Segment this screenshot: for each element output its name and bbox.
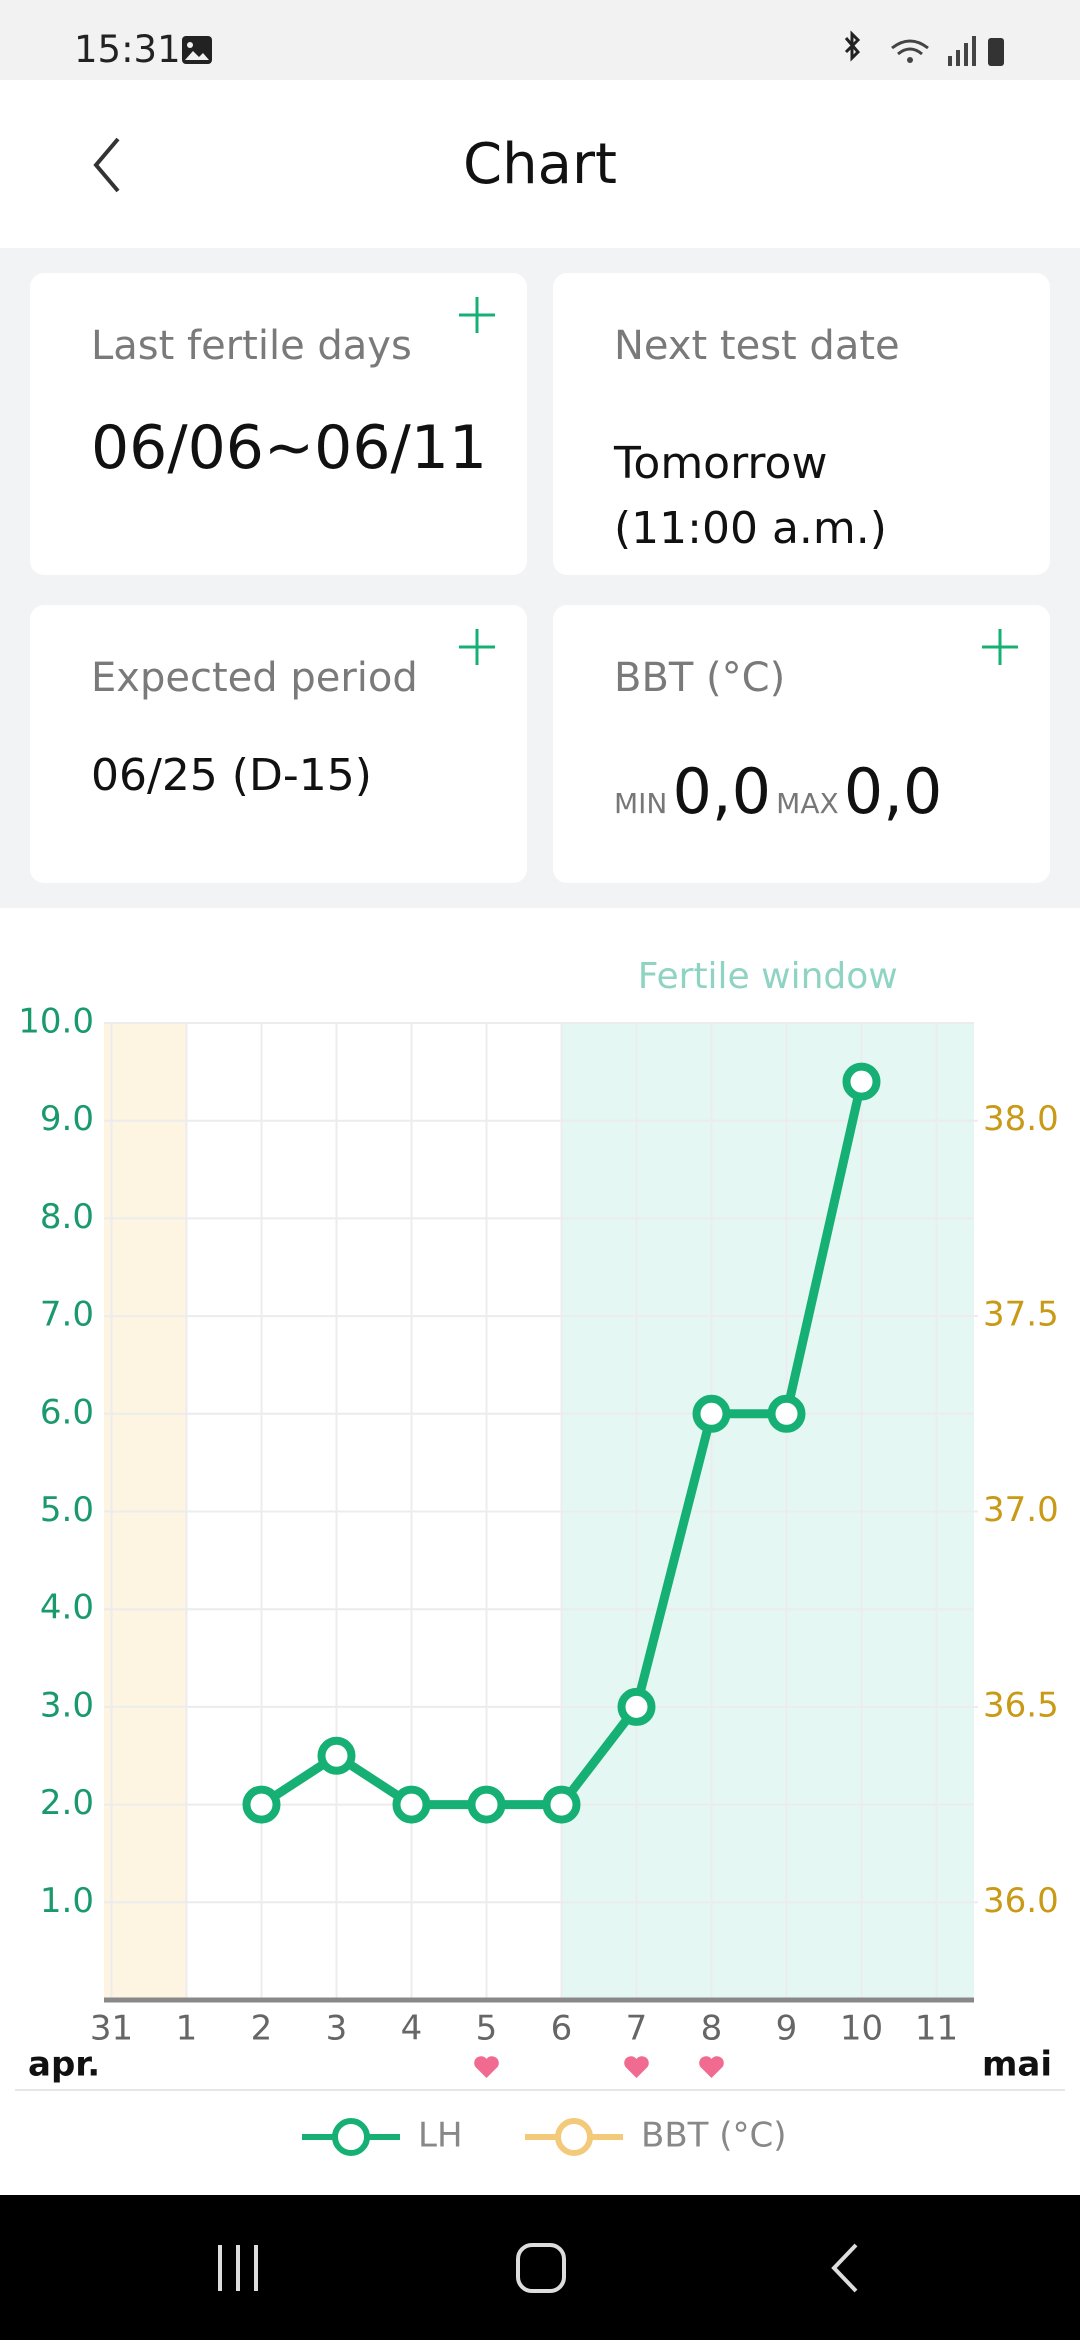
- status-icons: [844, 30, 1004, 66]
- chart: Fertile window 1.0 2.0 3.0 4.0 5.0 6.0 7.0 8.0 9.…: [15, 956, 1065, 2156]
- x-tick-label: 6: [551, 2009, 573, 2049]
- heart-marker: [474, 2056, 499, 2078]
- x-tick-label: 8: [701, 2009, 723, 2049]
- card-label: Next test date: [614, 323, 900, 369]
- page-title: Chart: [463, 132, 617, 197]
- add-button[interactable]: [457, 295, 497, 335]
- x-tick-label: 9: [776, 2009, 798, 2049]
- y-tick-label: 7.0: [40, 1295, 94, 1335]
- y-tick-label: 6.0: [40, 1392, 94, 1432]
- x-tick-label: 10: [840, 2009, 883, 2049]
- card[interactable]: BBT (°C) MIN 0,0 MAX 0,0: [553, 605, 1050, 883]
- x-tick-label: 11: [915, 2009, 958, 2049]
- x-tick-label: 31: [90, 2009, 133, 2049]
- heart-marker: [624, 2056, 649, 2078]
- y-tick-label: 5.0: [40, 1490, 94, 1530]
- legend-label: BBT (°C): [641, 2116, 787, 2156]
- data-point: [317, 1736, 356, 1775]
- min-label: MIN: [614, 787, 668, 820]
- card-label: BBT (°C): [614, 655, 786, 701]
- band-label: Fertile window: [638, 956, 898, 997]
- x-tick-label: 1: [176, 2009, 198, 2049]
- card-line: (11:00 a.m.): [614, 503, 887, 554]
- data-point: [542, 1785, 581, 1824]
- y2-tick-label: 37.0: [983, 1490, 1059, 1530]
- card-label: Last fertile days: [91, 323, 412, 369]
- y2-tick-label: 38.0: [983, 1099, 1059, 1139]
- card-value: 06/25 (D-15): [91, 750, 372, 801]
- y-tick-label: 4.0: [40, 1588, 94, 1628]
- data-point: [692, 1394, 731, 1433]
- y-tick-label: 3.0: [40, 1685, 94, 1725]
- y2-tick-label: 36.0: [983, 1881, 1059, 1921]
- max-value: 0,0: [843, 755, 943, 828]
- header: Chart: [0, 80, 1080, 248]
- clock: 15:31: [74, 28, 181, 71]
- legend-label: LH: [418, 2116, 463, 2156]
- month-end: mai: [982, 2045, 1052, 2085]
- add-button[interactable]: [980, 627, 1020, 667]
- status-bar: 15:31: [0, 0, 1080, 80]
- data-point: [767, 1394, 806, 1433]
- month-start: apr.: [28, 2045, 100, 2085]
- data-point: [242, 1785, 281, 1824]
- y-tick-label: 2.0: [40, 1783, 94, 1823]
- card[interactable]: Expected period 06/25 (D-15): [30, 605, 527, 883]
- x-tick-label: 4: [401, 2009, 423, 2049]
- card[interactable]: Last fertile days 06/06~06/11: [30, 273, 527, 575]
- y-tick-label: 8.0: [40, 1197, 94, 1237]
- legend-marker: [332, 2118, 370, 2156]
- bbt-range: MIN 0,0 MAX 0,0: [614, 755, 942, 828]
- data-point: [617, 1687, 656, 1726]
- nav-icons: [218, 2243, 858, 2293]
- legend-marker: [555, 2118, 593, 2156]
- heart-marker: [699, 2056, 724, 2078]
- gallery-icon: [182, 36, 212, 64]
- data-point: [392, 1785, 431, 1824]
- card-line: Tomorrow: [614, 438, 828, 489]
- y2-tick-label: 37.5: [983, 1295, 1059, 1335]
- y2-tick-label: 36.5: [983, 1685, 1059, 1725]
- card[interactable]: Next test date Tomorrow (11:00 a.m.): [553, 273, 1050, 575]
- data-point: [467, 1785, 506, 1824]
- card-label: Expected period: [91, 655, 418, 701]
- y-tick-label: 9.0: [40, 1099, 94, 1139]
- min-value: 0,0: [672, 755, 772, 828]
- back-button[interactable]: [88, 135, 128, 195]
- x-tick-label: 5: [476, 2009, 498, 2049]
- max-label: MAX: [776, 787, 839, 820]
- summary-area: Last fertile days 06/06~06/11 Next test …: [0, 248, 1080, 908]
- y-tick-label: 1.0: [40, 1881, 94, 1921]
- x-tick-label: 7: [626, 2009, 648, 2049]
- add-button[interactable]: [457, 627, 497, 667]
- y-tick-label: 10.0: [18, 1002, 94, 1042]
- x-tick-label: 2: [251, 2009, 273, 2049]
- nav-bar: [0, 2195, 1080, 2340]
- card-value: 06/06~06/11: [91, 413, 488, 483]
- x-tick-label: 3: [326, 2009, 348, 2049]
- data-point: [842, 1062, 881, 1101]
